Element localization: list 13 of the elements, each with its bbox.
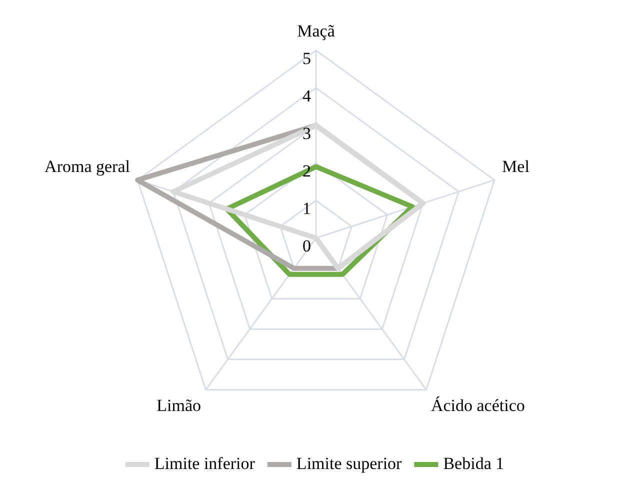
spoke-label: Mel [502,156,530,176]
spoke-label: Maçã [297,22,336,41]
y-tick-label: 5 [302,48,311,68]
spoke-label: Limão [156,396,202,415]
spoke-label: Ácido acético [430,396,525,415]
spoke-label: Aroma geral [44,156,130,176]
y-tick-label: 3 [302,124,311,143]
legend-label: Bebida 1 [443,454,504,473]
y-tick-label: 1 [302,198,311,218]
y-tick-label: 0 [302,236,311,256]
y-tick-label: 4 [302,86,312,106]
legend-label: Limite superior [296,454,402,473]
legend-label: Limite inferior [154,454,256,473]
